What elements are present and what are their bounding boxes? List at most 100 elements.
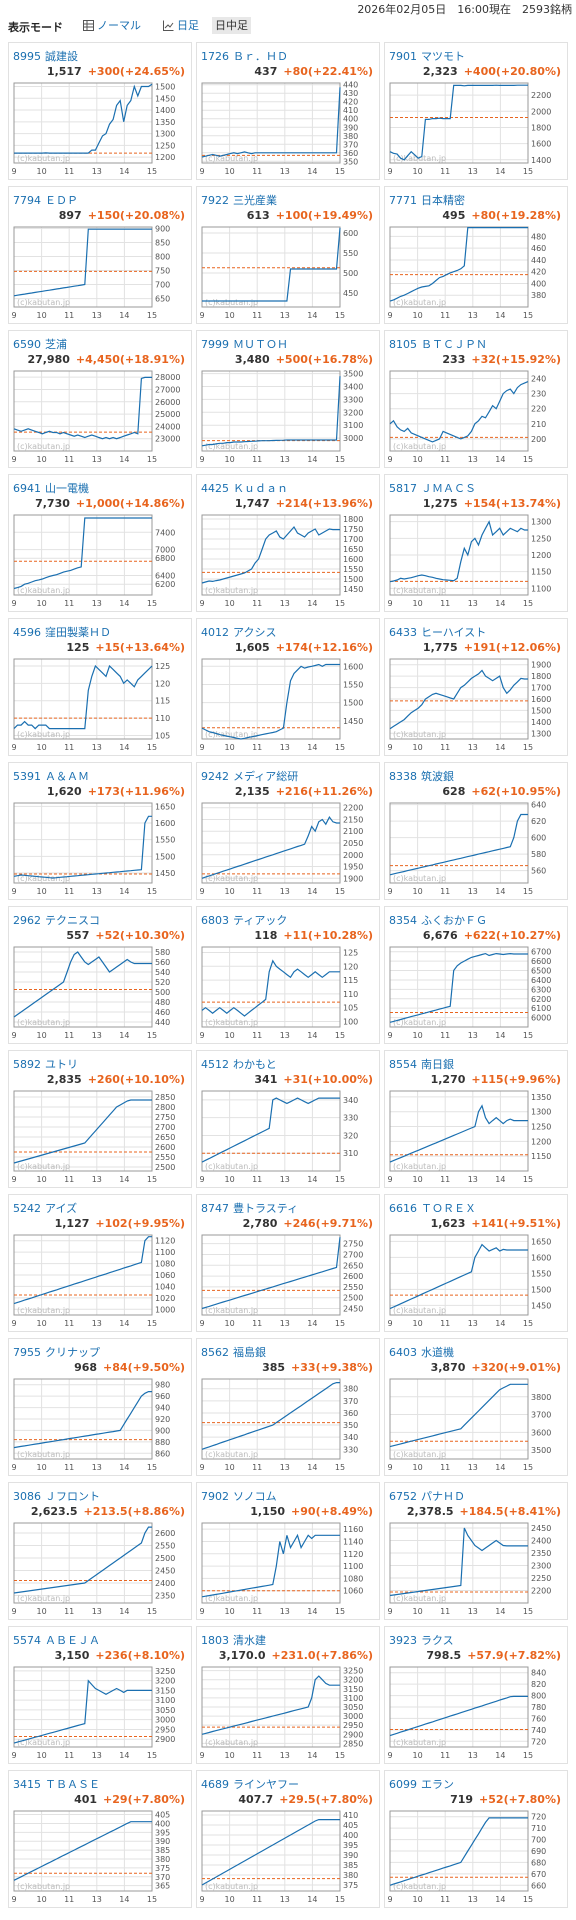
stock-link[interactable]: 8105 ＢＴＣＪＰＮ (389, 336, 487, 352)
stock-card[interactable]: 4012 アクシス 1,605 +174(+12.16%) 1600 1550 1500 14… (196, 618, 380, 756)
y-tick-label: 370 (343, 140, 358, 149)
stock-card[interactable]: 7794 ＥＤＰ 897 +150(+20.08%) 900 850 800 750 700 65… (8, 186, 192, 324)
stock-name: ＭＵＴＯＨ (233, 338, 288, 351)
stock-card[interactable]: 5817 ＪＭＡＣＳ 1,275 +154(+13.74%) 1300 1250 1200 1… (384, 474, 568, 612)
stock-link[interactable]: 7771 日本精密 (389, 192, 465, 208)
stock-card[interactable]: 7955 クリナップ 968 +84(+9.50%) 980 960 940 920 900 88… (8, 1338, 192, 1476)
stock-card[interactable]: 7901 マツモト 2,323 +400(+20.80%) 2200 2000 1800 16… (384, 42, 568, 180)
stock-card[interactable]: 8554 南日銀 1,270 +115(+9.96%) 1350 1300 1250 1200… (384, 1050, 568, 1188)
stock-link[interactable]: 4425 Ｋｕｄａｎ (201, 480, 288, 496)
stock-name: アイズ (45, 1202, 78, 1215)
mode-daily-button[interactable]: 日足 (160, 17, 202, 34)
stock-link[interactable]: 2962 テクニスコ (13, 912, 100, 928)
stock-card[interactable]: 8562 福島銀 385 +33(+9.38%) 380 370 360 350 340 330 9… (196, 1338, 380, 1476)
stock-card[interactable]: 2962 テクニスコ 557 +52(+10.30%) 580 560 540 520 500 4… (8, 906, 192, 1044)
stock-link[interactable]: 9242 メディア総研 (201, 768, 298, 784)
stock-link[interactable]: 8747 豊トラスティ (201, 1200, 298, 1216)
stock-link[interactable]: 5391 Ａ＆ＡＭ (13, 768, 89, 784)
price-line: 27,980 +4,450(+18.91%) (27, 353, 185, 366)
stock-link[interactable]: 5892 ユトリ (13, 1056, 78, 1072)
stock-card[interactable]: 5892 ユトリ 2,835 +260(+10.10%) 2850 2800 2750 270… (8, 1050, 192, 1188)
mode-intraday-button[interactable]: 日中足 (212, 17, 251, 34)
stock-link[interactable]: 6752 パナＨＤ (389, 1488, 465, 1504)
stock-card[interactable]: 6590 芝浦 27,980 +4,450(+18.91%) 28000 27000 260… (8, 330, 192, 468)
stock-card[interactable]: 3086 Ｊフロント 2,623.5 +213.5(+8.86%) 2600 2550 25… (8, 1482, 192, 1620)
stock-card[interactable]: 7771 日本精密 495 +80(+19.28%) 480 460 440 420 400 38… (384, 186, 568, 324)
stock-card[interactable]: 4425 Ｋｕｄａｎ 1,747 +214(+13.96%) 1800 1750 1700 1… (196, 474, 380, 612)
x-tick-label: 10 (413, 1607, 423, 1616)
watermark: (c)kabutan.jp (17, 730, 70, 739)
stock-card[interactable]: 8747 豊トラスティ 2,780 +246(+9.71%) 2750 2700 2650 2… (196, 1194, 380, 1332)
stock-link[interactable]: 4012 アクシス (201, 624, 276, 640)
stock-link[interactable]: 7955 クリナップ (13, 1344, 100, 1360)
stock-card[interactable]: 7922 三光産業 613 +100(+19.49%) 600 550 500 450 9 10 1… (196, 186, 380, 324)
stock-link[interactable]: 7794 ＥＤＰ (13, 192, 78, 208)
stock-card[interactable]: 1726 Ｂｒ．ＨＤ 437 +80(+22.41%) 440 430 420 410 400 3… (196, 42, 380, 180)
stock-code: 2962 (13, 914, 41, 927)
x-tick-label: 11 (64, 167, 74, 176)
stock-link[interactable]: 6099 エラン (389, 1776, 454, 1792)
stock-card[interactable]: 7999 ＭＵＴＯＨ 3,480 +500(+16.78%) 3500 3400 3300 3… (196, 330, 380, 468)
stock-link[interactable]: 7999 ＭＵＴＯＨ (201, 336, 288, 352)
stock-card[interactable]: 6433 ヒーハイスト 1,775 +191(+12.06%) 1900 1800 1700… (384, 618, 568, 756)
stock-link[interactable]: 6433 ヒーハイスト (389, 624, 486, 640)
stock-link[interactable]: 3086 Ｊフロント (13, 1488, 100, 1504)
stock-link[interactable]: 8554 南日銀 (389, 1056, 454, 1072)
price-change: +90 (291, 1505, 316, 1518)
stock-link[interactable]: 8338 筑波銀 (389, 768, 454, 784)
stock-card[interactable]: 7902 ソノコム 1,150 +90(+8.49%) 1160 1140 1120 1100… (196, 1482, 380, 1620)
stock-card[interactable]: 5242 アイズ 1,127 +102(+9.95%) 1120 1100 1080 1060… (8, 1194, 192, 1332)
stock-card[interactable]: 6403 水道機 3,870 +320(+9.01%) 3800 3700 3600 3500… (384, 1338, 568, 1476)
stock-card[interactable]: 9242 メディア総研 2,135 +216(+11.26%) 2200 2150 2100… (196, 762, 380, 900)
stock-card[interactable]: 6941 山一電機 7,730 +1,000(+14.86%) 7400 7000 6800… (8, 474, 192, 612)
stock-card[interactable]: 8338 筑波銀 628 +62(+10.95%) 640 620 600 580 560 9 10… (384, 762, 568, 900)
stock-link[interactable]: 6803 ティアック (201, 912, 287, 928)
stock-card[interactable]: 6616 ＴＯＲＥＸ 1,623 +141(+9.51%) 1650 1600 1550 15… (384, 1194, 568, 1332)
stock-link[interactable]: 7922 三光産業 (201, 192, 277, 208)
mode-normal-button[interactable]: ノーマル (80, 17, 144, 34)
stock-link[interactable]: 1726 Ｂｒ．ＨＤ (201, 48, 288, 64)
plot-frame (201, 1522, 341, 1604)
x-tick-label: 9 (388, 1175, 393, 1184)
stock-link[interactable]: 8562 福島銀 (201, 1344, 266, 1360)
stock-card[interactable]: 5391 Ａ＆ＡＭ 1,620 +173(+11.96%) 1650 1600 1550 15… (8, 762, 192, 900)
stock-link[interactable]: 8995 誠建設 (13, 48, 78, 64)
stock-card[interactable]: 6752 パナＨＤ 2,378.5 +184.5(+8.41%) 2450 2400 235… (384, 1482, 568, 1620)
y-tick-label: 1550 (343, 565, 363, 574)
stock-link[interactable]: 6941 山一電機 (13, 480, 89, 496)
stock-link[interactable]: 6590 芝浦 (13, 336, 67, 352)
stock-card[interactable]: 6803 ティアック 118 +11(+10.28%) 125 120 115 110 105 1… (196, 906, 380, 1044)
stock-link[interactable]: 7902 ソノコム (201, 1488, 277, 1504)
y-tick-label: 375 (155, 1864, 170, 1873)
price-line: 1,605 +174(+12.16%) (235, 641, 373, 654)
stock-card[interactable]: 3415 ＴＢＡＳＥ 401 +29(+7.80%) 405 400 395 390 385 38… (8, 1770, 192, 1908)
stock-link[interactable]: 6403 水道機 (389, 1344, 454, 1360)
stock-link[interactable]: 8354 ふくおかＦＧ (389, 912, 487, 928)
stock-link[interactable]: 4596 窪田製薬ＨＤ (13, 624, 111, 640)
stock-link[interactable]: 7901 マツモト (389, 48, 465, 64)
stock-link[interactable]: 5574 ＡＢＥＪＡ (13, 1632, 100, 1648)
stock-link[interactable]: 3923 ラクス (389, 1632, 454, 1648)
stock-card[interactable]: 4512 わかもと 341 +31(+10.00%) 340 330 320 310 9 10 11… (196, 1050, 380, 1188)
stock-name: ＴＢＡＳＥ (45, 1778, 100, 1791)
stock-card[interactable]: 5574 ＡＢＥＪＡ 3,150 +236(+8.10%) 3250 3200 3150 31… (8, 1626, 192, 1764)
stock-card[interactable]: 8105 ＢＴＣＪＰＮ 233 +32(+15.92%) 240 230 220 210 200… (384, 330, 568, 468)
stock-link[interactable]: 3415 ＴＢＡＳＥ (13, 1776, 100, 1792)
y-tick-label: 3700 (531, 1411, 551, 1420)
stock-link[interactable]: 5817 ＪＭＡＣＳ (389, 480, 476, 496)
x-tick-label: 15 (147, 1031, 157, 1040)
stock-card[interactable]: 8354 ふくおかＦＧ 6,676 +622(+10.27%) 6700 6600 6500… (384, 906, 568, 1044)
stock-card[interactable]: 3923 ラクス 798.5 +57.9(+7.82%) 840 820 800 780 760… (384, 1626, 568, 1764)
stock-card[interactable]: 4689 ラインヤフー 407.7 +29.5(+7.80%) 410 405 400 395… (196, 1770, 380, 1908)
y-tick-label: 400 (343, 115, 358, 124)
stock-link[interactable]: 6616 ＴＯＲＥＸ (389, 1200, 476, 1216)
x-tick-label: 14 (495, 1895, 505, 1904)
stock-link[interactable]: 5242 アイズ (13, 1200, 77, 1216)
stock-card[interactable]: 6099 エラン 719 +52(+7.80%) 720 710 700 690 680 670 6… (384, 1770, 568, 1908)
stock-card[interactable]: 4596 窪田製薬ＨＤ 125 +15(+13.64%) 125 120 115 110 105… (8, 618, 192, 756)
stock-card[interactable]: 1803 清水建 3,170.0 +231.0(+7.86%) 3250 3200 3150… (196, 1626, 380, 1764)
stock-link[interactable]: 1803 清水建 (201, 1632, 266, 1648)
stock-card[interactable]: 8995 誠建設 1,517 +300(+24.65%) 1500 1450 1400 135… (8, 42, 192, 180)
stock-link[interactable]: 4689 ラインヤフー (201, 1776, 299, 1792)
stock-link[interactable]: 4512 わかもと (201, 1056, 277, 1072)
